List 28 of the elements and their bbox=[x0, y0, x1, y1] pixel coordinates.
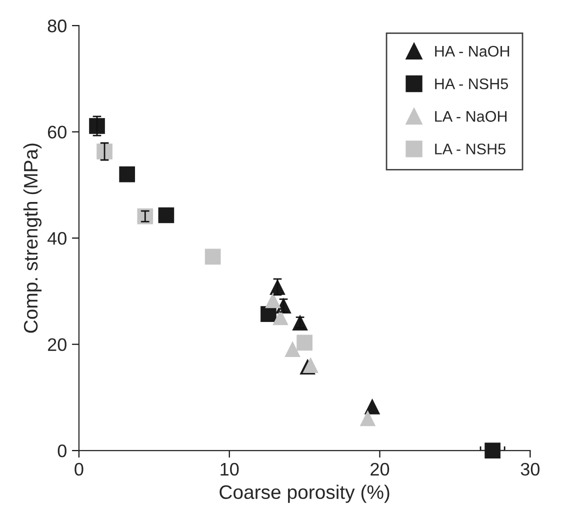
y-axis-title: Comp. strength (MPa) bbox=[23, 144, 42, 333]
point bbox=[302, 357, 318, 373]
point bbox=[89, 118, 105, 134]
point bbox=[284, 341, 300, 358]
point bbox=[296, 334, 312, 351]
x-tick-label: 10 bbox=[220, 462, 239, 476]
point bbox=[204, 248, 221, 265]
legend-label: LA - NaOH bbox=[435, 111, 507, 122]
point bbox=[272, 309, 288, 326]
x-tick-label: 20 bbox=[370, 462, 390, 476]
legend-label: HA - NaOH bbox=[435, 46, 510, 57]
x-tick-label: 0 bbox=[74, 462, 84, 476]
legend-label: HA - NSH5 bbox=[435, 78, 508, 90]
x-axis-title: Coarse porosity (%) bbox=[220, 484, 390, 503]
point bbox=[484, 442, 500, 458]
x-tick-label: 30 bbox=[520, 462, 540, 476]
y-tick-label: 40 bbox=[47, 232, 66, 245]
legend-label: LA - NSH5 bbox=[435, 144, 506, 154]
y-tick-label: 60 bbox=[48, 126, 66, 139]
y-tick-label: 0 bbox=[58, 444, 66, 458]
point bbox=[119, 166, 136, 182]
point bbox=[265, 292, 281, 308]
point bbox=[96, 144, 112, 160]
point bbox=[158, 207, 174, 224]
y-tick-label: 20 bbox=[48, 338, 66, 352]
point bbox=[360, 410, 376, 426]
point bbox=[364, 398, 380, 414]
y-tick-label: 80 bbox=[48, 20, 66, 32]
